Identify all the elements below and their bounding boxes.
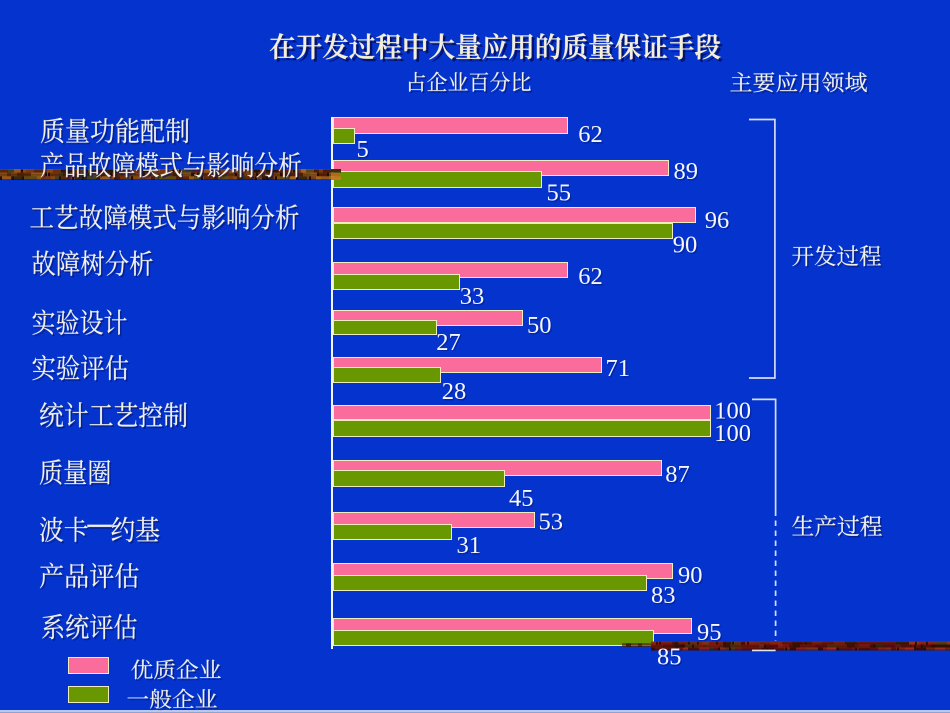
svg-text:27: 27 bbox=[438, 330, 463, 357]
svg-text:28: 28 bbox=[443, 379, 468, 406]
svg-text:55: 55 bbox=[548, 181, 573, 208]
svg-text:90: 90 bbox=[674, 233, 699, 260]
svg-text:45: 45 bbox=[509, 485, 534, 512]
svg-text:89: 89 bbox=[674, 158, 699, 185]
svg-text:83: 83 bbox=[652, 583, 677, 610]
svg-text:100: 100 bbox=[714, 397, 751, 424]
svg-text:89: 89 bbox=[675, 159, 700, 186]
svg-text:31: 31 bbox=[458, 533, 483, 560]
svg-text:90: 90 bbox=[679, 563, 704, 590]
svg-text:62: 62 bbox=[578, 121, 603, 148]
svg-text:71: 71 bbox=[606, 355, 631, 382]
svg-text:85: 85 bbox=[658, 645, 683, 672]
svg-text:53: 53 bbox=[540, 510, 565, 537]
svg-text:33: 33 bbox=[460, 283, 485, 310]
svg-text:28: 28 bbox=[442, 378, 467, 405]
svg-text:95: 95 bbox=[697, 619, 722, 646]
svg-text:96: 96 bbox=[705, 207, 730, 234]
svg-text:96: 96 bbox=[706, 208, 731, 235]
svg-text:85: 85 bbox=[657, 644, 682, 671]
svg-text:27: 27 bbox=[436, 329, 461, 356]
svg-text:62: 62 bbox=[578, 263, 603, 290]
svg-text:87: 87 bbox=[667, 462, 692, 489]
svg-text:62: 62 bbox=[580, 122, 605, 149]
svg-text:100: 100 bbox=[716, 399, 753, 426]
svg-text:90: 90 bbox=[678, 562, 703, 589]
svg-text:50: 50 bbox=[527, 312, 552, 339]
svg-text:87: 87 bbox=[665, 461, 690, 488]
svg-text:90: 90 bbox=[673, 232, 698, 259]
svg-text:71: 71 bbox=[607, 356, 632, 383]
svg-text:100: 100 bbox=[716, 421, 753, 448]
svg-text:33: 33 bbox=[461, 284, 486, 311]
svg-text:5: 5 bbox=[358, 137, 370, 164]
svg-text:50: 50 bbox=[528, 313, 553, 340]
svg-text:95: 95 bbox=[698, 620, 723, 647]
svg-text:62: 62 bbox=[580, 264, 605, 291]
svg-text:55: 55 bbox=[547, 180, 572, 207]
svg-text:53: 53 bbox=[539, 509, 564, 536]
svg-text:5: 5 bbox=[357, 136, 369, 163]
svg-text:83: 83 bbox=[651, 582, 676, 609]
svg-text:45: 45 bbox=[510, 486, 535, 513]
svg-text:100: 100 bbox=[714, 420, 751, 447]
svg-text:31: 31 bbox=[457, 532, 482, 559]
